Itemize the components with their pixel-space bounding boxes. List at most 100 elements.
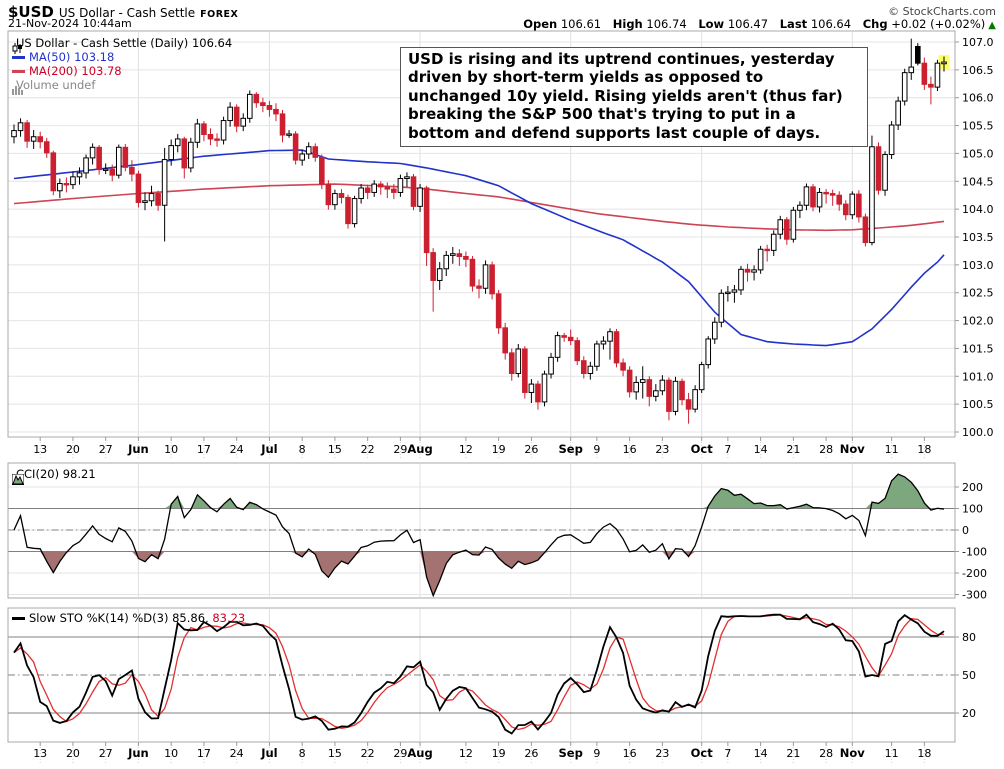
candle-body: [495, 293, 502, 329]
candle-body: [810, 186, 816, 208]
candle-body: [797, 204, 803, 211]
candle-body: [417, 187, 423, 207]
candle-body: [626, 369, 633, 393]
high-label: High: [612, 17, 643, 31]
candle-body: [757, 248, 764, 271]
svg-text:Jul: Jul: [260, 442, 277, 456]
svg-text:Nov: Nov: [840, 442, 866, 456]
cci-value: 98.21: [62, 467, 96, 481]
candle-body: [220, 120, 227, 141]
ma50-value: 103.18: [74, 50, 115, 64]
cci-frame: [7, 462, 956, 599]
svg-text:9: 9: [593, 747, 600, 760]
svg-text:26: 26: [524, 747, 538, 760]
candle-body: [194, 123, 201, 143]
candle-body: [882, 154, 888, 191]
candle-body: [698, 364, 705, 391]
svg-text:14: 14: [754, 443, 768, 456]
candle-body: [201, 123, 207, 135]
candle-body: [57, 183, 63, 192]
last-label: Last: [779, 17, 808, 31]
candle-body: [332, 193, 338, 206]
candle-body: [548, 356, 554, 375]
candle-body: [541, 373, 548, 403]
svg-text:12: 12: [459, 443, 473, 456]
candle-body: [30, 136, 37, 142]
candle-body: [633, 381, 639, 393]
candle-body: [312, 146, 319, 158]
candle-body: [869, 146, 875, 244]
candle-body: [908, 66, 915, 74]
candle-body: [188, 141, 194, 169]
candle-body: [862, 216, 869, 244]
candle-body: [829, 193, 836, 196]
candle-body: [83, 157, 89, 174]
high-value: 106.74: [646, 17, 687, 31]
candle-body: [508, 352, 515, 374]
svg-text:10: 10: [164, 747, 178, 760]
svg-text:104.5: 104.5: [962, 175, 994, 188]
candle-body: [345, 196, 351, 225]
candle-body: [299, 153, 305, 161]
svg-text:106.0: 106.0: [962, 92, 994, 105]
candle-body: [286, 133, 292, 136]
candle-body: [70, 176, 76, 186]
candle-body: [246, 93, 253, 119]
candle-body: [371, 183, 378, 193]
candle-body: [784, 219, 790, 240]
volume-legend: Volume undef: [12, 78, 232, 95]
candle-body: [469, 258, 476, 287]
svg-text:21: 21: [786, 747, 800, 760]
sto-d-value: 83.23: [212, 611, 246, 625]
svg-text:-300: -300: [962, 589, 987, 602]
candle-body: [587, 365, 594, 374]
candle-body: [646, 379, 653, 397]
cci-overbought-fill: [14, 474, 944, 509]
candle-body: [24, 122, 30, 142]
svg-text:20: 20: [962, 707, 976, 720]
candle-body: [502, 327, 508, 354]
candle-body: [928, 83, 934, 88]
svg-text:50: 50: [962, 669, 976, 682]
ma200-value: 103.78: [81, 64, 122, 78]
price-frame: [7, 30, 956, 438]
candle-body: [351, 198, 358, 225]
candle-body: [600, 340, 607, 345]
svg-text:103.0: 103.0: [962, 259, 994, 272]
candle-body: [705, 338, 712, 366]
svg-text:29: 29: [393, 443, 407, 456]
candle-body: [535, 383, 541, 403]
candle-body: [482, 264, 489, 289]
svg-text:18: 18: [917, 443, 931, 456]
price-legend-row: US Dollar - Cash Settle (Daily) 106.64: [12, 36, 232, 54]
candle-body: [738, 268, 744, 291]
svg-text:12: 12: [459, 747, 473, 760]
ma50-label: MA(50): [29, 50, 71, 64]
svg-text:24: 24: [230, 747, 244, 760]
candle-body: [214, 138, 220, 141]
candle-body: [915, 45, 921, 64]
svg-text:27: 27: [99, 747, 113, 760]
candle-body: [692, 389, 698, 410]
candle-body: [37, 136, 43, 143]
exchange-label: FOREX: [200, 9, 239, 20]
candle-body: [685, 399, 692, 410]
svg-text:101.0: 101.0: [962, 370, 994, 383]
svg-text:18: 18: [917, 747, 931, 760]
candle-body: [456, 253, 463, 257]
svg-text:28: 28: [819, 443, 833, 456]
candle-body: [148, 193, 155, 202]
svg-text:-100: -100: [962, 546, 987, 559]
svg-text:13: 13: [33, 747, 47, 760]
candle-body: [770, 233, 777, 251]
candle-body: [888, 124, 895, 156]
candle-body: [489, 264, 495, 295]
candle-body: [731, 289, 738, 293]
cci-oversold-fill: [14, 551, 944, 596]
sto-label: Slow STO %K(14) %D(3): [29, 611, 169, 625]
candle-body: [168, 145, 174, 161]
candle-body: [11, 130, 17, 138]
candle-body: [849, 193, 856, 216]
svg-text:11: 11: [885, 747, 899, 760]
